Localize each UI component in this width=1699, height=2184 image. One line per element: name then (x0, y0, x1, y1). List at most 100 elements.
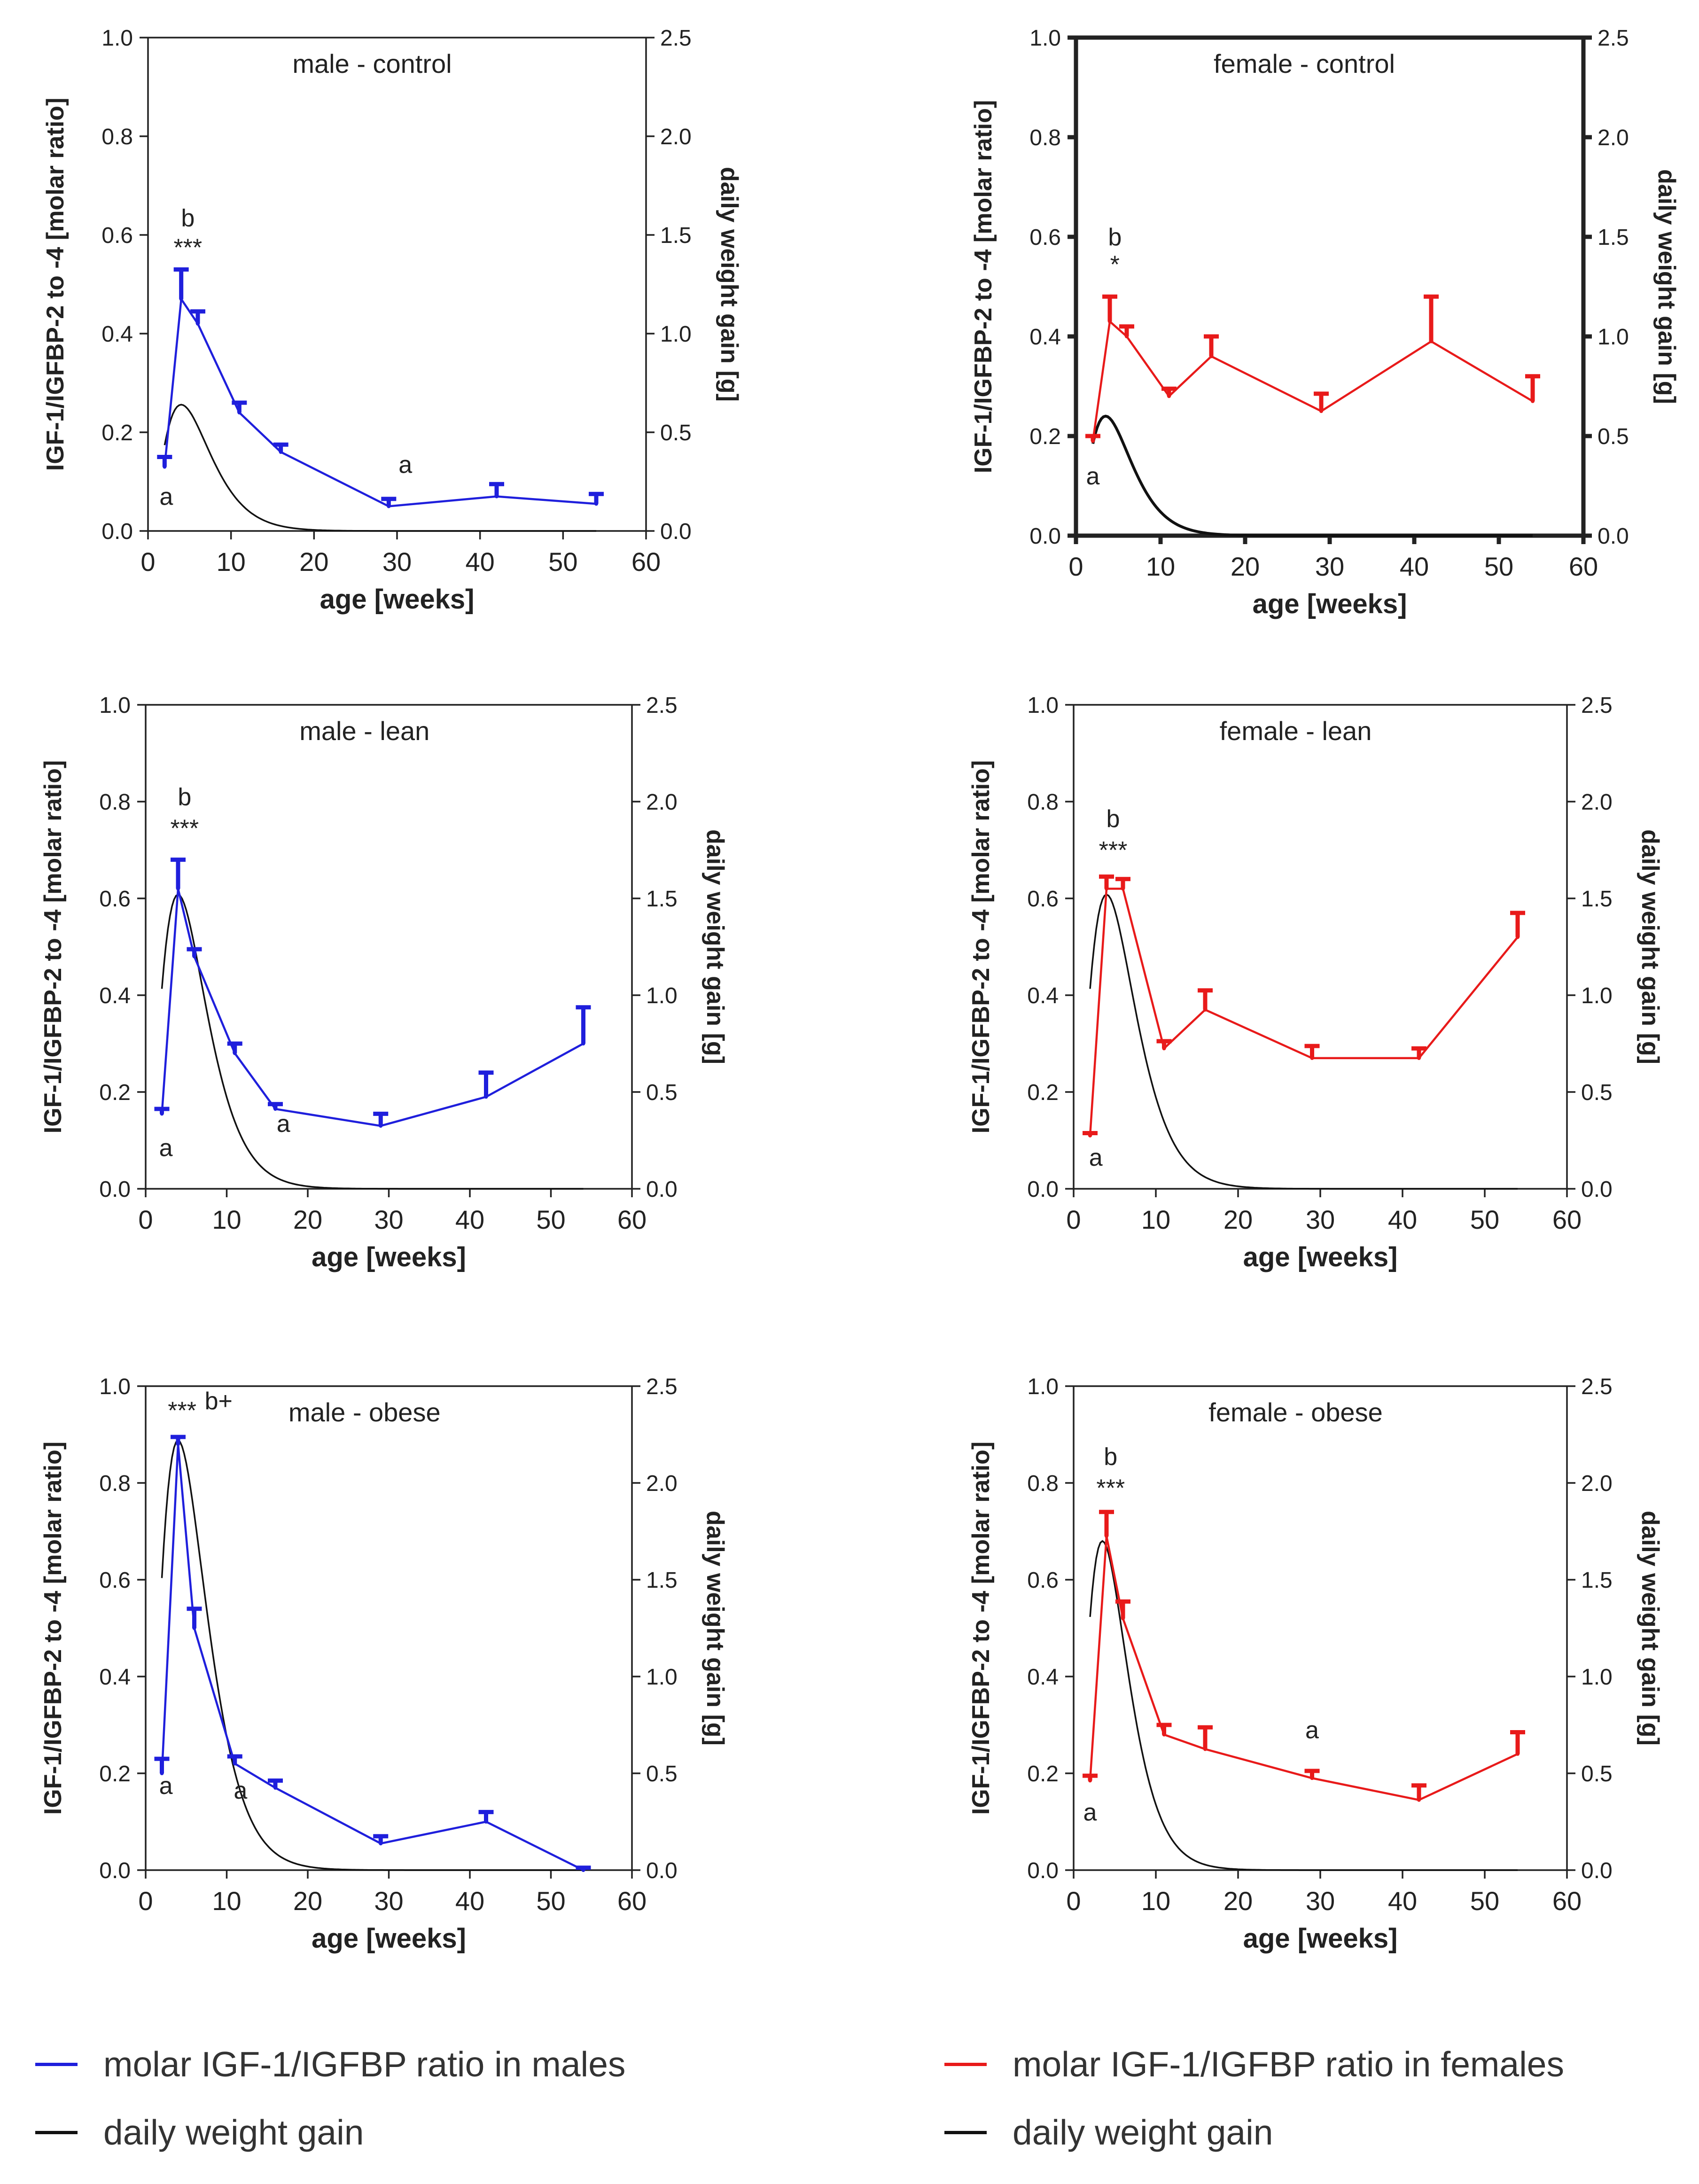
data-point (233, 1762, 237, 1766)
x-tick-label: 10 (212, 1886, 241, 1916)
data-point (1125, 335, 1129, 338)
y2-axis-label: daily weight gain [g] (1637, 1511, 1664, 1746)
data-point (1531, 399, 1535, 403)
legend-label: daily weight gain (103, 2113, 364, 2152)
y2-tick-label: 2.0 (1581, 1471, 1613, 1496)
y2-axis-label: daily weight gain [g] (1653, 169, 1680, 404)
y2-tick-label: 2.5 (660, 26, 692, 51)
x-tick-label: 10 (1141, 1205, 1170, 1234)
y-tick-label: 0.4 (99, 983, 131, 1008)
y2-tick-label: 2.0 (1581, 790, 1613, 815)
y2-tick-label: 1.0 (646, 983, 678, 1008)
y2-axis-label: daily weight gain [g] (716, 167, 743, 402)
ratio-series-line (161, 1444, 584, 1872)
data-point (160, 1771, 164, 1775)
data-point (1167, 394, 1171, 398)
chart-title: female - lean (1220, 716, 1372, 746)
data-point (1105, 887, 1108, 891)
data-point (1162, 1046, 1166, 1051)
data-point (176, 887, 180, 891)
x-tick-label: 30 (382, 547, 412, 577)
legend-swatch-black-line (35, 2130, 78, 2134)
y-tick-label: 0.0 (1029, 524, 1061, 549)
data-point (1203, 1007, 1207, 1012)
x-tick-label: 30 (1306, 1886, 1335, 1916)
x-tick-label: 60 (617, 1205, 647, 1234)
y-tick-label: 0.8 (99, 1471, 131, 1496)
y2-tick-label: 2.5 (1581, 1374, 1613, 1399)
y2-tick-label: 2.5 (646, 1374, 678, 1399)
data-point (1516, 1752, 1520, 1756)
y-axis-label: IGF-1/IGFBP-2 to -4 [molar ratio] (39, 1442, 67, 1815)
annotation-label: b (1107, 805, 1120, 833)
y-tick-label: 0.4 (1029, 325, 1061, 350)
annotation-label: *** (1099, 837, 1128, 864)
y2-tick-label: 1.0 (1581, 983, 1613, 1008)
data-point (1319, 409, 1323, 413)
data-point (379, 1841, 383, 1846)
y2-axis-label: daily weight gain [g] (701, 1511, 729, 1746)
weight-gain-line (1091, 414, 1533, 537)
x-tick-label: 30 (374, 1886, 403, 1916)
annotation-label: a (1086, 463, 1100, 490)
chart-panel: 0.0 0.2 0.4 0.6 0.8 1.0 0.0 0.5 1.0 1.5 2.0 2.5 0 10 2… (967, 693, 1664, 1272)
y2-tick-label: 1.5 (646, 1568, 678, 1593)
x-tick-label: 50 (1470, 1886, 1499, 1916)
x-tick-label: 50 (548, 547, 577, 577)
y2-tick-label: 0.0 (1598, 524, 1629, 549)
x-tick-label: 0 (138, 1886, 153, 1916)
data-point (192, 954, 196, 959)
y-tick-label: 0.2 (99, 1762, 131, 1786)
legend-male-ratio: molar IGF-1/IGFBP ratio in males (35, 2044, 625, 2084)
ratio-series-line (1089, 888, 1519, 1136)
data-point (233, 1051, 237, 1055)
y-tick-label: 0.6 (99, 887, 131, 912)
data-point (1417, 1798, 1421, 1802)
y-tick-label: 0.0 (99, 1177, 131, 1202)
y2-tick-label: 1.5 (646, 887, 678, 912)
y-tick-label: 0.4 (99, 1665, 131, 1690)
y2-tick-label: 0.0 (646, 1858, 678, 1883)
x-axis-label: age [weeks] (312, 1923, 466, 1954)
y-tick-label: 0.0 (101, 519, 133, 544)
x-tick-label: 50 (1484, 552, 1513, 581)
x-tick-label: 40 (455, 1886, 484, 1916)
x-axis-label: age [weeks] (312, 1242, 466, 1272)
x-tick-label: 20 (293, 1205, 322, 1234)
y2-tick-label: 1.0 (660, 322, 692, 347)
y-tick-label: 0.6 (1027, 1568, 1059, 1593)
chart-title: female - control (1214, 49, 1395, 78)
legend-female-weight: daily weight gain (944, 2112, 1273, 2153)
annotation-label: a (159, 1134, 173, 1162)
x-tick-label: 50 (536, 1886, 565, 1916)
data-point (484, 1820, 488, 1824)
x-tick-label: 30 (1306, 1205, 1335, 1234)
y2-tick-label: 2.5 (646, 693, 678, 718)
x-tick-label: 50 (536, 1205, 565, 1234)
y-tick-label: 0.6 (101, 223, 133, 248)
annotation-label: *** (170, 815, 199, 842)
data-point (1162, 1732, 1166, 1737)
data-point (379, 1124, 383, 1128)
x-tick-label: 10 (217, 547, 246, 577)
annotation-label: a (159, 484, 173, 511)
annotation-label: * (1110, 251, 1120, 278)
legend-label: molar IGF-1/IGFBP ratio in females (1013, 2044, 1564, 2084)
ratio-series-line (164, 296, 597, 507)
x-tick-label: 10 (212, 1205, 241, 1234)
x-tick-label: 60 (631, 547, 661, 577)
chart-title: male - lean (299, 716, 429, 746)
data-point (1417, 1056, 1421, 1060)
annotation-label: *** (1096, 1474, 1125, 1502)
x-tick-label: 0 (140, 547, 155, 577)
weight-gain-line (1089, 893, 1518, 1190)
data-point (1516, 935, 1520, 939)
x-tick-label: 0 (1068, 552, 1083, 581)
x-tick-label: 0 (1066, 1205, 1081, 1234)
annotation-label: a (277, 1110, 290, 1138)
data-point (237, 411, 242, 414)
data-point (1091, 439, 1095, 443)
y2-tick-label: 0.0 (660, 519, 692, 544)
y2-tick-label: 1.5 (1581, 887, 1613, 912)
y-tick-label: 0.8 (1029, 125, 1061, 150)
